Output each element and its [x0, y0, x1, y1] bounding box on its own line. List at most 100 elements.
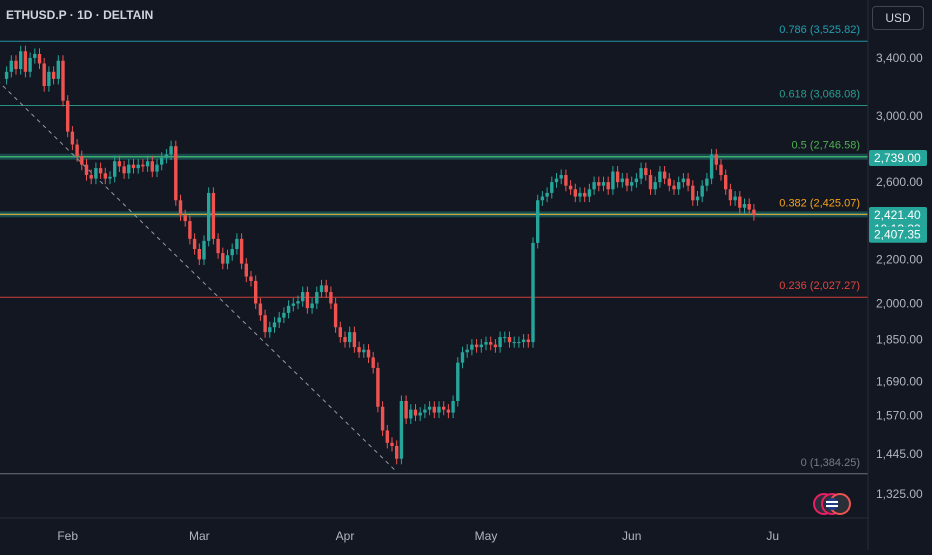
candle: [338, 321, 342, 343]
candle-body: [536, 200, 540, 243]
candle: [752, 204, 756, 221]
trendline-layer: [0, 80, 398, 473]
x-tick-label: May: [475, 529, 498, 543]
candle-body: [235, 238, 239, 250]
candle-body: [108, 176, 112, 179]
candle-body: [517, 342, 521, 344]
candle: [122, 160, 126, 179]
candle-body: [66, 100, 70, 132]
candle: [700, 180, 704, 203]
candle-body: [686, 178, 690, 186]
candle-body: [460, 352, 465, 363]
fib-label-0: 0 (1,384.25): [801, 457, 860, 469]
candle-body: [639, 168, 643, 179]
candle: [94, 162, 98, 185]
candle-body: [474, 344, 479, 348]
candle-body: [550, 182, 554, 193]
candle: [620, 173, 624, 188]
candle-body: [662, 171, 667, 179]
candle: [625, 173, 629, 192]
candle-body: [597, 182, 601, 186]
candle-body: [122, 166, 126, 174]
candle: [550, 176, 554, 199]
candle: [127, 159, 131, 179]
candle-body: [291, 303, 295, 306]
currency-button[interactable]: USD: [872, 6, 924, 30]
candle: [423, 404, 427, 419]
candle: [315, 286, 319, 310]
candle: [37, 48, 42, 70]
candle-body: [244, 263, 248, 277]
candle: [352, 326, 357, 353]
candle: [615, 166, 620, 188]
y-tick-label: 2,600.00: [876, 175, 923, 189]
y-tick-label: 2,000.00: [876, 297, 923, 311]
candle-body: [451, 400, 455, 413]
candle: [404, 395, 408, 425]
y-tick-label: 1,325.00: [876, 487, 923, 501]
candle-body: [160, 157, 164, 165]
candle-body: [216, 238, 220, 254]
candle: [554, 173, 559, 188]
candle: [239, 233, 244, 270]
x-tick-label: Jun: [622, 529, 641, 543]
candle: [282, 307, 286, 324]
candle: [216, 233, 220, 259]
candle: [141, 159, 145, 172]
candle: [235, 233, 239, 255]
candle-body: [225, 255, 230, 264]
candle: [427, 401, 432, 416]
candle: [634, 173, 639, 188]
candle: [503, 331, 507, 343]
candle: [197, 243, 201, 265]
candle-body: [404, 400, 408, 419]
candle-body: [202, 240, 206, 260]
candle: [611, 166, 615, 195]
candle: [286, 300, 291, 319]
candle: [639, 162, 643, 185]
candle-body: [319, 285, 324, 293]
candle-body: [432, 406, 436, 413]
candle: [545, 187, 549, 203]
candle-body: [630, 182, 634, 186]
candle: [56, 55, 60, 85]
candle-body: [733, 196, 737, 201]
candle-body: [145, 161, 150, 167]
candle: [691, 180, 695, 206]
candle: [695, 191, 700, 206]
candle: [648, 169, 653, 195]
candle-body: [442, 406, 446, 410]
trendline[interactable]: [0, 80, 398, 473]
candle-body: [724, 175, 728, 190]
candle-body: [258, 303, 263, 316]
candle: [28, 52, 32, 78]
candle-body: [103, 173, 107, 179]
candle-body: [677, 182, 681, 190]
candle-body: [470, 344, 474, 350]
candle: [724, 169, 728, 195]
candle: [719, 159, 723, 181]
candle: [470, 339, 474, 356]
candle-body: [301, 292, 305, 302]
candle-body: [540, 196, 545, 201]
candle-body: [625, 178, 629, 186]
candle: [409, 404, 413, 425]
candle-body: [249, 276, 253, 281]
candle: [465, 344, 469, 358]
flag-events-icon[interactable]: [812, 492, 852, 516]
candle-body: [42, 63, 46, 87]
candle-body: [239, 238, 244, 264]
candle-body: [348, 332, 352, 343]
candle: [573, 183, 577, 203]
candle-body: [653, 182, 657, 190]
candle: [188, 215, 192, 245]
candle: [371, 351, 375, 374]
candle-body: [28, 58, 32, 72]
price-labels-layer: 2,739.002,421.4019:13:332,407.35: [869, 150, 927, 243]
x-tick-label: Apr: [336, 529, 355, 543]
candle: [136, 159, 140, 174]
candle-body: [578, 192, 582, 197]
